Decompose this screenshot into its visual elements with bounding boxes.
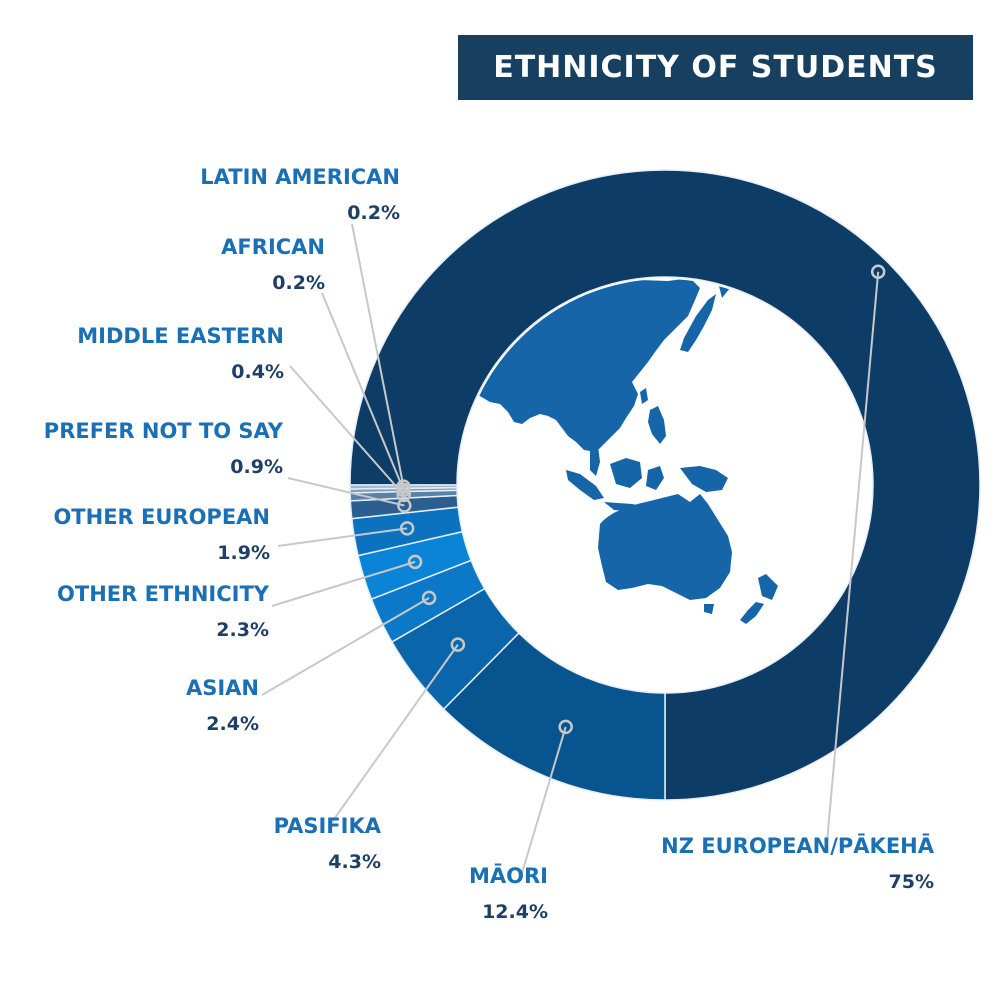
label-name-pasifika: PASIFIKA (274, 814, 382, 838)
leader-marker-latin-american (396, 479, 411, 494)
label-value-pasifika: 4.3% (328, 851, 381, 873)
leader-line-african (321, 292, 405, 491)
slice-latin-american (349, 484, 458, 490)
leader-line-other-european (277, 527, 408, 547)
label-value-other-european: 1.9% (217, 542, 270, 564)
label-name-latin-american: LATIN AMERICAN (200, 165, 400, 189)
leader-marker-other-ethnicity (407, 554, 423, 570)
slice-nz-european-pakeha (349, 169, 981, 801)
label-value-middle-eastern: 0.4% (231, 361, 284, 383)
leader-line-middle-eastern (289, 365, 405, 496)
label-name-other-european: OTHER EUROPEAN (53, 505, 270, 529)
leader-marker-pasifika (450, 637, 466, 652)
donut-slices (349, 169, 981, 801)
leader-line-other-ethnicity (271, 560, 416, 607)
leader-marker-asian (421, 590, 437, 606)
label-name-middle-eastern: MIDDLE EASTERN (77, 324, 284, 348)
label-name-asian: ASIAN (186, 676, 259, 700)
label-value-asian: 2.4% (206, 713, 259, 735)
label-name-maori: MĀORI (469, 863, 548, 888)
label-name-prefer-not-to-say: PREFER NOT TO SAY (44, 419, 284, 443)
leader-marker-other-european (399, 521, 415, 536)
label-value-latin-american: 0.2% (347, 202, 400, 224)
leader-line-latin-american (351, 223, 405, 487)
leader-line-maori (521, 726, 567, 874)
label-value-african: 0.2% (272, 272, 325, 294)
leader-marker-prefer-not-to-say (397, 498, 412, 513)
chart-title: ETHNICITY OF STUDENTS (458, 35, 973, 100)
leader-line-nz-european-pakeha (826, 271, 880, 843)
leader-line-asian (261, 596, 430, 696)
leader-line-pasifika (331, 644, 459, 823)
leader-lines (261, 223, 886, 874)
label-name-other-ethnicity: OTHER ETHNICITY (57, 582, 270, 606)
label-value-prefer-not-to-say: 0.9% (230, 456, 283, 478)
label-name-nz-european-pakeha: NZ EUROPEAN/PĀKEHĀ (661, 833, 935, 858)
label-value-other-ethnicity: 2.3% (216, 619, 269, 641)
leader-marker-maori (558, 719, 573, 735)
label-name-african: AFRICAN (221, 235, 325, 259)
leader-line-prefer-not-to-say (287, 477, 405, 507)
leader-marker-nz-european-pakeha (870, 264, 886, 280)
label-value-maori: 12.4% (482, 901, 548, 923)
slice-labels: NZ EUROPEAN/PĀKEHĀ 75% MĀORI 12.4% PASIFIKA 4… (44, 165, 935, 923)
label-value-nz-european-pakeha: 75% (889, 871, 934, 893)
